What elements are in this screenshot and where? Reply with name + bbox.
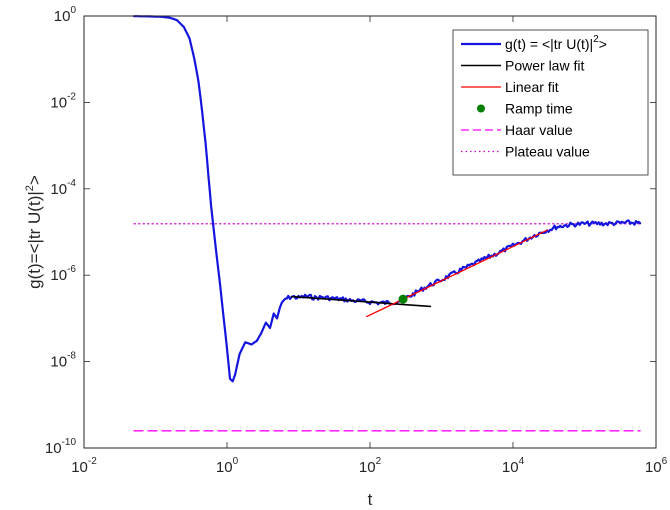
x-tick-base: 10 bbox=[71, 459, 88, 476]
y-tick-label: 10-8 bbox=[50, 351, 76, 371]
y-tick-exp: -6 bbox=[67, 264, 76, 275]
legend-label-g: g(t) = <|tr U(t)|2> bbox=[505, 34, 607, 52]
x-tick-base: 10 bbox=[216, 459, 233, 476]
x-tick-label: 10-2 bbox=[71, 456, 97, 476]
x-tick-base: 10 bbox=[645, 459, 662, 476]
legend-label-text: Power law fit bbox=[505, 58, 584, 74]
y-axis-title: g(t)=<|tr U(t)|2> bbox=[24, 175, 44, 289]
legend-label-plateau: Plateau value bbox=[505, 144, 590, 160]
legend-items: g(t) = <|tr U(t)|2> Power law fit Linear f… bbox=[461, 34, 607, 160]
y-tick-base: 10 bbox=[54, 8, 71, 25]
plot-frame bbox=[83, 15, 657, 449]
legend-label-linear: Linear fit bbox=[505, 79, 559, 95]
y-tick-exp: -8 bbox=[67, 351, 76, 362]
y-tick-base: 10 bbox=[50, 94, 67, 111]
x-tick-exp: 6 bbox=[662, 456, 668, 467]
x-tick-exp: 0 bbox=[233, 456, 239, 467]
x-tick-label: 104 bbox=[502, 456, 525, 476]
series-linear bbox=[366, 229, 548, 318]
y-axis-title-main: g(t)=<|tr U(t)| bbox=[25, 191, 44, 289]
y-axis-title-end: > bbox=[25, 175, 44, 185]
x-tick-exp: 4 bbox=[519, 456, 525, 467]
x-tick-base: 10 bbox=[502, 459, 519, 476]
legend-label-ramp: Ramp time bbox=[505, 101, 573, 117]
legend-box bbox=[452, 29, 649, 176]
y-tick-base: 10 bbox=[50, 267, 67, 284]
series-power bbox=[290, 295, 432, 308]
y-tick-exp: -10 bbox=[62, 437, 77, 448]
y-tick-base: 10 bbox=[50, 181, 67, 198]
legend-label-power: Power law fit bbox=[505, 58, 584, 74]
y-tick-label: 10-4 bbox=[50, 178, 76, 198]
legend-label-sup: 2 bbox=[593, 34, 599, 45]
x-axis-title: t bbox=[368, 490, 373, 509]
legend-label-text: g(t) = <|tr U(t)| bbox=[505, 36, 593, 52]
x-tick-label: 100 bbox=[216, 456, 239, 476]
legend: g(t) = <|tr U(t)|2> Power law fit Linear f… bbox=[452, 29, 649, 176]
y-tick-label: 100 bbox=[54, 5, 77, 25]
ramp-time-point bbox=[398, 294, 408, 304]
legend-label-text: Ramp time bbox=[505, 101, 573, 117]
series-layer bbox=[132, 15, 642, 432]
y-tick-exp: -2 bbox=[67, 91, 76, 102]
y-tick-base: 10 bbox=[45, 440, 62, 457]
x-tick-label: 106 bbox=[645, 456, 668, 476]
legend-marker-ramp bbox=[477, 104, 485, 113]
y-tick-label: 10-6 bbox=[50, 264, 76, 284]
series-g bbox=[132, 15, 642, 383]
legend-label-tail: > bbox=[599, 36, 607, 52]
y-tick-label: 10-2 bbox=[50, 91, 76, 111]
x-tick-label: 102 bbox=[359, 456, 382, 476]
x-tick-exp: 2 bbox=[376, 456, 382, 467]
y-tick-base: 10 bbox=[50, 354, 67, 371]
x-tick-exp: -2 bbox=[88, 456, 97, 467]
y-tick-exp: 0 bbox=[70, 5, 76, 16]
x-tick-base: 10 bbox=[359, 459, 376, 476]
legend-label-text: Linear fit bbox=[505, 79, 559, 95]
legend-label-text: Haar value bbox=[505, 122, 573, 138]
legend-label-haar: Haar value bbox=[505, 122, 573, 138]
y-tick-exp: -4 bbox=[67, 178, 76, 189]
y-axis-title-sup: 2 bbox=[24, 185, 36, 191]
legend-label-text: Plateau value bbox=[505, 144, 590, 160]
y-tick-label: 10-10 bbox=[45, 437, 77, 457]
